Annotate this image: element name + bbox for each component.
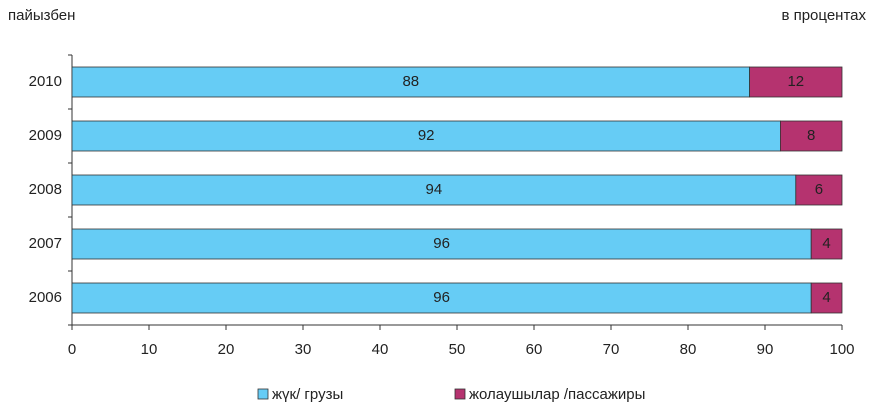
bar-segment bbox=[795, 174, 843, 206]
bar-segment bbox=[71, 282, 812, 314]
x-tick-label: 40 bbox=[372, 341, 389, 358]
y-tick-label: 2008 bbox=[29, 181, 62, 198]
bar-segment bbox=[780, 120, 843, 152]
legend-swatch bbox=[257, 388, 269, 400]
bar-segment bbox=[71, 228, 812, 260]
legend-label: жүк/ грузы bbox=[272, 386, 343, 403]
legend-label: жолаушылар /пассажиры bbox=[469, 386, 645, 403]
bar-segment bbox=[810, 228, 843, 260]
data-label: 6 bbox=[815, 181, 823, 198]
data-label: 12 bbox=[787, 73, 804, 90]
x-tick-label: 100 bbox=[829, 341, 854, 358]
data-label: 88 bbox=[402, 73, 419, 90]
right-annotation: в процентах bbox=[781, 7, 866, 24]
bar-segment bbox=[810, 282, 843, 314]
x-tick-label: 30 bbox=[295, 341, 312, 358]
data-label: 4 bbox=[822, 235, 830, 252]
legend-swatch bbox=[454, 388, 466, 400]
data-label: 8 bbox=[807, 127, 815, 144]
x-tick-label: 60 bbox=[526, 341, 543, 358]
x-tick-label: 50 bbox=[449, 341, 466, 358]
x-tick-label: 80 bbox=[680, 341, 697, 358]
bar-segment bbox=[71, 66, 750, 98]
x-tick-label: 10 bbox=[141, 341, 158, 358]
bar-segment bbox=[749, 66, 843, 98]
bar-segment bbox=[71, 120, 781, 152]
x-tick-label: 70 bbox=[603, 341, 620, 358]
data-label: 96 bbox=[433, 235, 450, 252]
x-tick-label: 0 bbox=[68, 341, 76, 358]
data-label: 4 bbox=[822, 289, 830, 306]
bar-segment bbox=[71, 174, 797, 206]
left-annotation: пайызбен bbox=[8, 7, 75, 24]
x-tick-label: 20 bbox=[218, 341, 235, 358]
y-tick-label: 2007 bbox=[29, 235, 62, 252]
y-tick-label: 2006 bbox=[29, 289, 62, 306]
data-label: 96 bbox=[433, 289, 450, 306]
data-label: 92 bbox=[418, 127, 435, 144]
data-label: 94 bbox=[426, 181, 443, 198]
x-tick-label: 90 bbox=[757, 341, 774, 358]
y-tick-label: 2009 bbox=[29, 127, 62, 144]
y-tick-label: 2010 bbox=[29, 73, 62, 90]
